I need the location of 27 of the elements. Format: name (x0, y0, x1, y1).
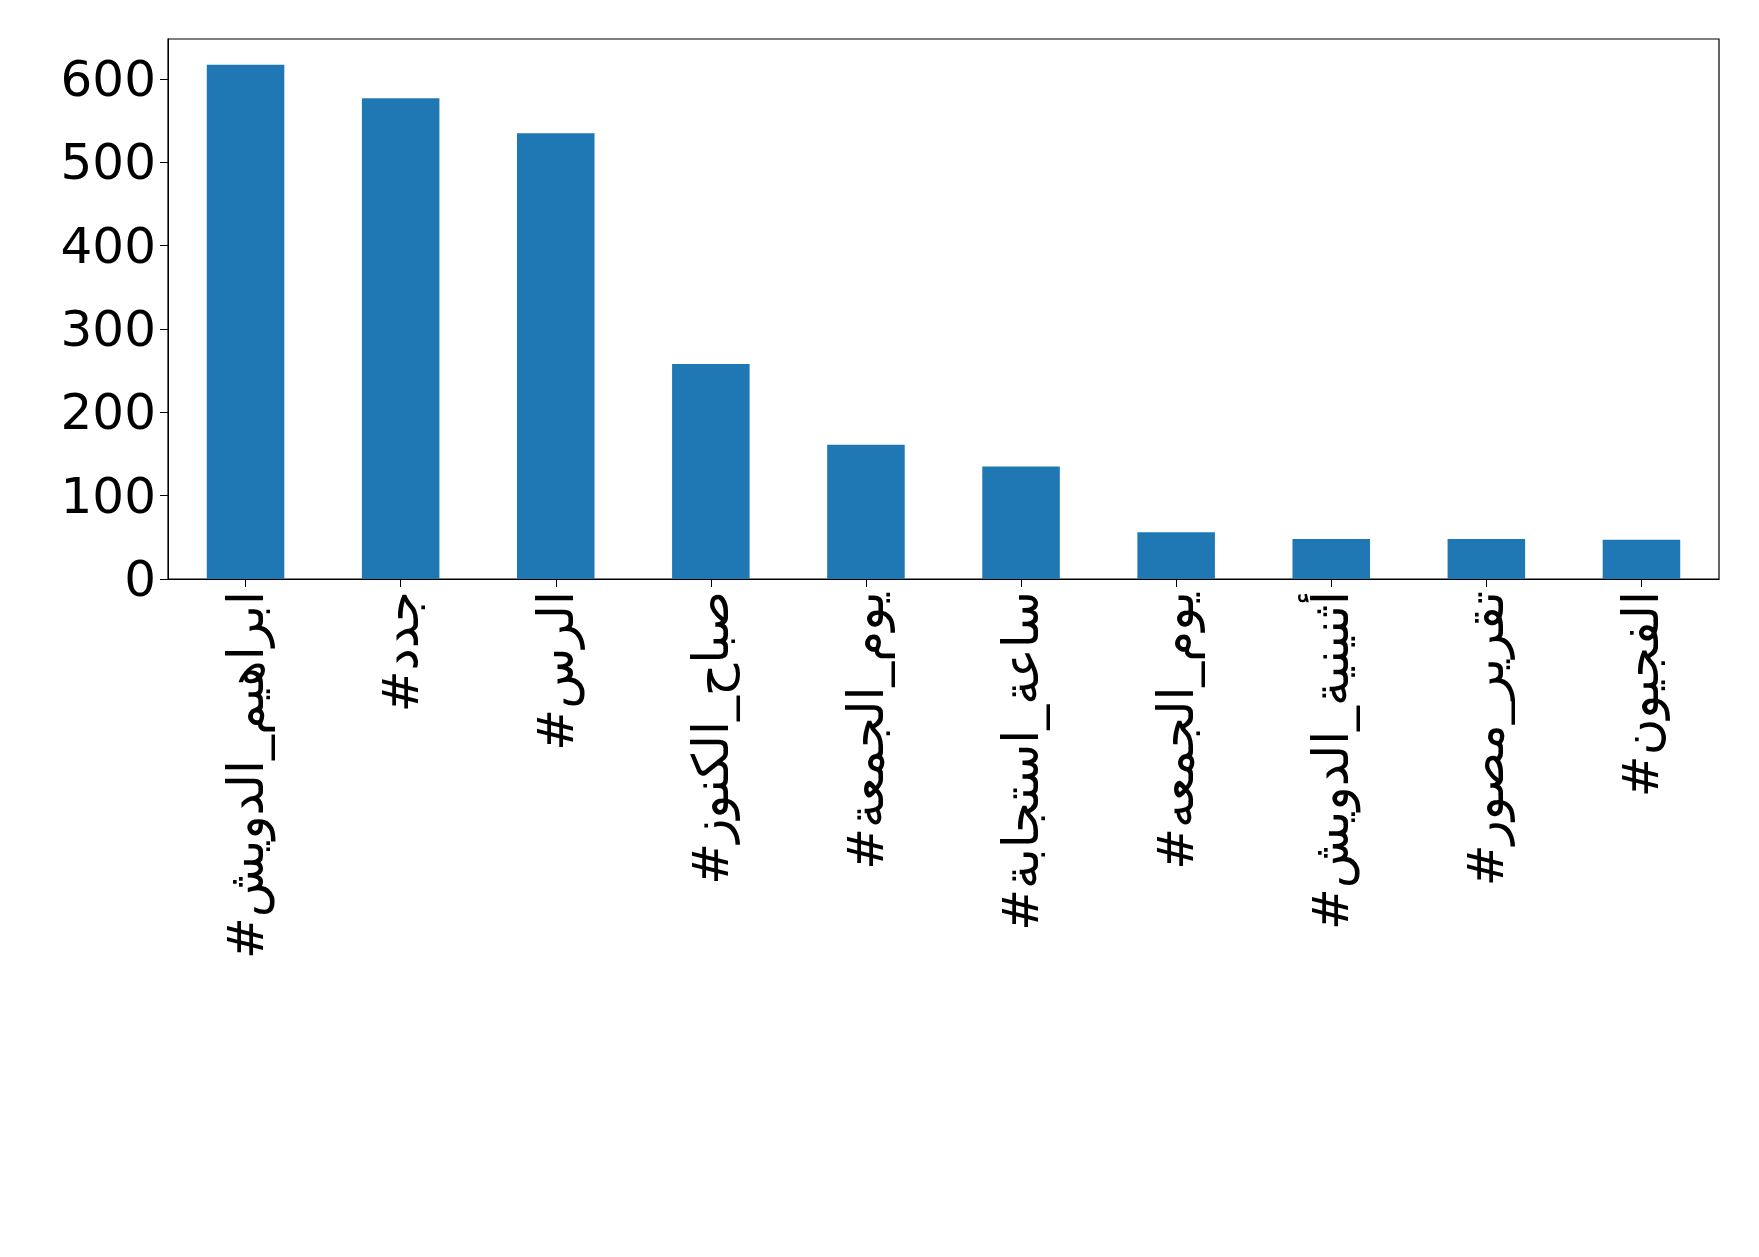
x-tick-label: #يوم_الجمعة (836, 591, 895, 870)
y-tick-label: 500 (60, 133, 156, 192)
x-tick-label: #تقرير_مصور (1457, 591, 1516, 887)
bar (1137, 532, 1215, 579)
bar (827, 444, 905, 579)
bar (1447, 539, 1526, 579)
y-tick-label: 100 (60, 466, 156, 525)
y-tick-label: 200 (60, 383, 156, 442)
bar (1602, 539, 1681, 579)
x-tick-label: #ساعة_استجابة (992, 591, 1051, 931)
x-tick-label: #يوم_الجمعه (1147, 591, 1206, 870)
y-tick-label: 400 (60, 216, 156, 275)
bar (516, 133, 595, 579)
x-tick-label: #ابراهيم_الدويش (216, 591, 276, 960)
bar (361, 98, 440, 579)
bar (206, 64, 285, 579)
y-tick-label: 300 (60, 300, 156, 358)
x-tick-label: #صباح_الكنوز (681, 591, 740, 885)
x-tick-label: #الرس (526, 591, 585, 751)
y-tick-label: 600 (60, 50, 156, 108)
x-tick-label: #الفجيون (1612, 591, 1671, 798)
bar (982, 466, 1060, 579)
x-tick-label: #أثنينية_الدويش (1298, 591, 1362, 931)
x-tick-label: #جدد (371, 591, 430, 713)
bar (1292, 539, 1371, 579)
bar (672, 364, 750, 579)
y-tick-label: 0 (124, 550, 156, 608)
